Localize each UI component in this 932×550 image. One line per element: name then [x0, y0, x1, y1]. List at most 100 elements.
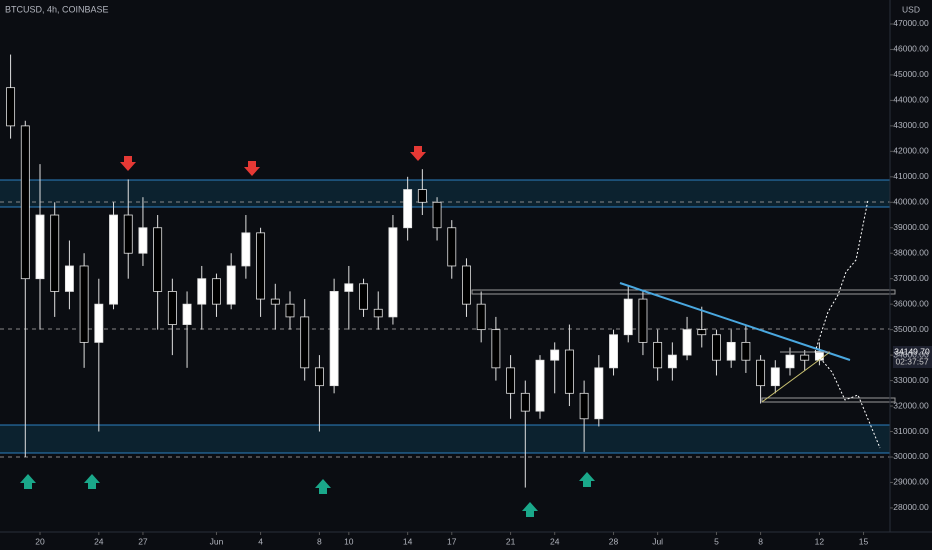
candle-body [550, 349, 560, 361]
down-arrow [120, 156, 136, 171]
candles [6, 54, 824, 488]
projection [814, 199, 869, 353]
candle-body [109, 214, 118, 305]
candle-body [417, 189, 427, 203]
candle-body [344, 283, 354, 292]
candle-body [241, 232, 251, 267]
projection [814, 351, 881, 449]
candle-body [388, 227, 398, 318]
x-tick-label: 4 [258, 536, 263, 546]
trendline [619, 282, 851, 361]
up-arrow [579, 472, 595, 487]
last-price: 34149.70 [894, 346, 930, 356]
candle-body [373, 308, 383, 318]
y-tick-label: 37000.00 [893, 273, 929, 283]
level-box [471, 289, 896, 295]
x-tick-label: Jul [652, 536, 663, 546]
candle-body [623, 298, 633, 336]
y-tick-label: 33000.00 [893, 375, 929, 385]
candle-body [79, 265, 89, 343]
candle-body [535, 359, 545, 412]
candle-body [579, 392, 589, 420]
candle-body [491, 329, 501, 369]
price-label-bg [893, 346, 932, 368]
up-arrow [84, 474, 100, 489]
candle-body [270, 298, 280, 305]
chart-title: BTCUSD, 4h, COINBASE [5, 4, 109, 14]
candle-body [226, 265, 236, 305]
sell-arrows [120, 146, 426, 176]
candle-body [462, 265, 471, 305]
y-tick-label: 30000.00 [893, 451, 929, 461]
x-tick-label: 15 [859, 536, 869, 546]
drawings [0, 179, 896, 458]
candle-body [564, 349, 574, 394]
up-arrow [315, 479, 331, 494]
candle-body [609, 334, 618, 369]
x-tick-label: 20 [35, 536, 45, 546]
candle-body [123, 214, 133, 254]
candle-body [50, 214, 60, 292]
candle-body [35, 214, 45, 280]
y-tick-label: 36000.00 [893, 298, 929, 308]
candle-body [653, 341, 663, 369]
candle-body [94, 303, 104, 343]
down-arrow [244, 161, 260, 176]
up-arrow [522, 502, 538, 517]
x-tick-label: 8 [758, 536, 763, 546]
y-tick-label: 32000.00 [893, 400, 929, 410]
candle-body [800, 354, 810, 361]
axis-unit: USD [902, 4, 920, 14]
x-tick-label: 10 [344, 536, 354, 546]
candle-body [697, 329, 707, 336]
candle-body [182, 303, 192, 325]
candle-body [432, 201, 442, 229]
candle-body [712, 334, 721, 361]
y-tick-label: 34000.00 [893, 349, 929, 359]
candle-body [153, 227, 163, 292]
candle-body [359, 283, 368, 310]
x-tick-label: 27 [138, 536, 148, 546]
x-tick-label: 5 [714, 536, 719, 546]
y-tick-label: 29000.00 [893, 477, 929, 487]
candle-body [476, 303, 486, 331]
x-tick-label: 8 [317, 536, 322, 546]
candle-body [403, 189, 413, 229]
trendline [761, 351, 831, 403]
candle-body [300, 316, 310, 369]
candle-body [285, 303, 295, 318]
up-arrow [20, 474, 36, 489]
candle-body [785, 354, 795, 369]
x-tick-label: 17 [447, 536, 457, 546]
x-tick-label: 14 [403, 536, 413, 546]
x-tick-label: 21 [506, 536, 516, 546]
y-tick-label: 31000.00 [893, 426, 929, 436]
candle-body [682, 329, 692, 356]
candle-body [256, 232, 266, 300]
x-tick-label: 24 [550, 536, 560, 546]
down-arrow [410, 146, 426, 161]
y-tick-label: 40000.00 [893, 197, 929, 207]
y-tick-label: 28000.00 [893, 502, 929, 512]
candle-body [520, 392, 530, 412]
countdown: 02:37:57 [895, 356, 928, 366]
y-tick-label: 35000.00 [893, 324, 929, 334]
candle-body [138, 227, 148, 254]
x-tick-label: 12 [815, 536, 825, 546]
y-tick-label: 38000.00 [893, 247, 929, 257]
candle-body [594, 367, 604, 420]
candle-body [667, 354, 677, 369]
x-tick-label: 28 [609, 536, 619, 546]
candle-body [726, 341, 736, 361]
support-zone [0, 425, 890, 453]
y-tick-label: 45000.00 [893, 69, 929, 79]
y-tick-label: 42000.00 [893, 146, 929, 156]
resistance-zone [0, 180, 890, 207]
y-tick-label: 39000.00 [893, 222, 929, 232]
candle-body [64, 265, 74, 292]
candle-body [814, 350, 824, 361]
candle-body [741, 341, 751, 361]
candle-body [20, 125, 30, 280]
